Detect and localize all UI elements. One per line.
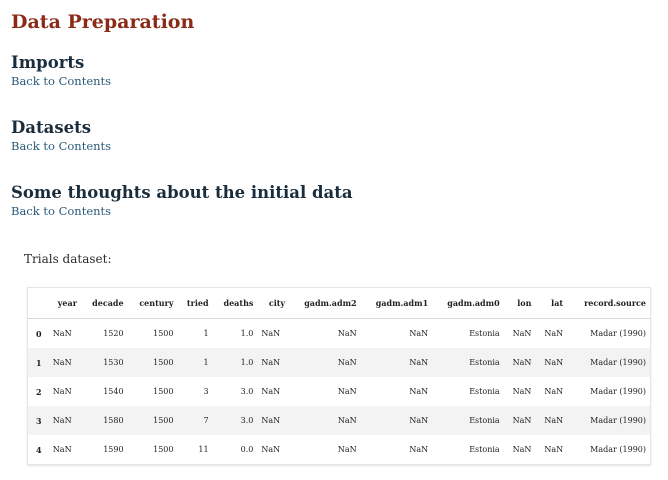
column-header: gadm.adm0	[432, 288, 504, 319]
table-cell: NaN	[544, 416, 564, 425]
table-cell: NaN	[544, 329, 564, 338]
section-thoughts: Some thoughts about the initial data Bac…	[11, 183, 353, 218]
table-cell: NaN	[409, 329, 429, 338]
table-cell: Estonia	[469, 387, 500, 396]
table-cell: NaN	[52, 329, 72, 338]
page-title: Data Preparation	[11, 11, 195, 33]
table-cell: NaN	[337, 416, 357, 425]
table-cell: 1500	[153, 358, 174, 367]
column-header: year	[48, 288, 81, 319]
notebook-page: Data Preparation	[0, 0, 668, 34]
table-cell: Madar (1990)	[590, 445, 646, 454]
table-cell: NaN	[409, 445, 429, 454]
table-cell: NaN	[409, 387, 429, 396]
table-cell: Estonia	[469, 329, 500, 338]
table-row: 3 NaN 1580 1500 7 3.0 NaN NaN NaN Estonia NaN NaN Ma…	[28, 406, 650, 435]
table-cell: NaN	[337, 358, 357, 367]
table-cell: 1520	[103, 329, 124, 338]
table-cell: NaN	[512, 416, 532, 425]
dataframe-table: year decade century tried deaths city gadm.adm…	[27, 287, 651, 465]
section-heading-thoughts: Some thoughts about the initial data	[11, 183, 353, 202]
section-heading-imports: Imports	[11, 53, 85, 72]
table-row: 2 NaN 1540 1500 3 3.0 NaN NaN NaN Estonia NaN NaN Ma…	[28, 377, 650, 406]
column-header: century	[127, 288, 178, 319]
table-cell: Madar (1990)	[590, 329, 646, 338]
table-cell: 3.0	[240, 416, 254, 425]
column-header: gadm.adm1	[360, 288, 433, 319]
table-cell: NaN	[544, 358, 564, 367]
table-cell: 0.0	[240, 445, 254, 454]
table-header-row: year decade century tried deaths city gadm.adm…	[28, 288, 650, 319]
table-body: 0 NaN 1520 1500 1 1.0 NaN NaN NaN Estonia NaN NaN Ma…	[28, 318, 650, 464]
row-index: 2	[36, 386, 42, 397]
column-header: gadm.adm2	[289, 288, 361, 319]
row-index: 4	[36, 444, 42, 455]
table-cell: 1580	[103, 416, 124, 425]
row-index: 3	[36, 415, 42, 426]
table-cell: 1	[203, 358, 209, 367]
table-caption: Trials dataset:	[24, 252, 112, 266]
table-cell: NaN	[512, 387, 532, 396]
table-row: 1 NaN 1530 1500 1 1.0 NaN NaN NaN Estonia NaN NaN Ma…	[28, 348, 650, 377]
back-to-contents-link[interactable]: Back to Contents	[11, 74, 112, 88]
table-row: 4 NaN 1590 1500 11 0.0 NaN NaN NaN Estonia NaN NaN M…	[28, 435, 650, 464]
table-cell: 1500	[153, 387, 174, 396]
table-cell: 1540	[103, 387, 124, 396]
section-datasets: Datasets Back to Contents	[11, 118, 111, 153]
table-cell: Estonia	[469, 358, 500, 367]
column-header: tried	[177, 288, 213, 319]
table-cell: Madar (1990)	[590, 387, 646, 396]
column-header: lat	[535, 288, 568, 319]
table-cell: Madar (1990)	[590, 358, 646, 367]
table-cell: NaN	[52, 416, 72, 425]
back-to-contents-link[interactable]: Back to Contents	[11, 204, 112, 218]
table-cell: NaN	[52, 445, 72, 454]
table-cell: 7	[203, 416, 209, 425]
trials-table: year decade century tried deaths city gadm.adm…	[28, 288, 650, 464]
table-cell: NaN	[337, 445, 357, 454]
table-cell: Madar (1990)	[590, 416, 646, 425]
table-cell: 1530	[103, 358, 124, 367]
table-cell: Estonia	[469, 445, 500, 454]
table-cell: NaN	[261, 358, 281, 367]
column-header: lon	[503, 288, 536, 319]
table-cell: NaN	[544, 445, 564, 454]
table-cell: NaN	[409, 358, 429, 367]
section-imports: Imports Back to Contents	[11, 53, 111, 88]
back-to-contents-link[interactable]: Back to Contents	[11, 139, 112, 153]
table-cell: NaN	[337, 329, 357, 338]
column-header: record.source	[567, 288, 650, 319]
table-cell: NaN	[52, 358, 72, 367]
table-cell: Estonia	[469, 416, 500, 425]
table-cell: NaN	[409, 416, 429, 425]
column-header: city	[257, 288, 290, 319]
table-cell: NaN	[512, 329, 532, 338]
table-cell: 1.0	[240, 358, 254, 367]
table-cell: NaN	[512, 358, 532, 367]
row-index: 0	[36, 328, 42, 339]
table-cell: NaN	[337, 387, 357, 396]
section-heading-datasets: Datasets	[11, 118, 92, 137]
table-cell: 1.0	[240, 329, 254, 338]
table-cell: 1	[203, 329, 209, 338]
table-cell: NaN	[261, 416, 281, 425]
table-cell: 1500	[153, 416, 174, 425]
table-cell: NaN	[261, 329, 281, 338]
row-index: 1	[36, 357, 42, 368]
column-header: decade	[80, 288, 128, 319]
table-row: 0 NaN 1520 1500 1 1.0 NaN NaN NaN Estonia NaN NaN Ma…	[28, 318, 650, 348]
table-cell: NaN	[52, 387, 72, 396]
column-header: deaths	[212, 288, 258, 319]
table-cell: 3	[203, 387, 209, 396]
table-cell: NaN	[544, 387, 564, 396]
table-cell: NaN	[261, 445, 281, 454]
index-header	[28, 288, 49, 319]
table-cell: 11	[198, 445, 209, 454]
table-cell: NaN	[261, 387, 281, 396]
table-cell: 3.0	[240, 387, 254, 396]
table-cell: 1590	[103, 445, 124, 454]
table-cell: 1500	[153, 445, 174, 454]
table-cell: 1500	[153, 329, 174, 338]
table-cell: NaN	[512, 445, 532, 454]
